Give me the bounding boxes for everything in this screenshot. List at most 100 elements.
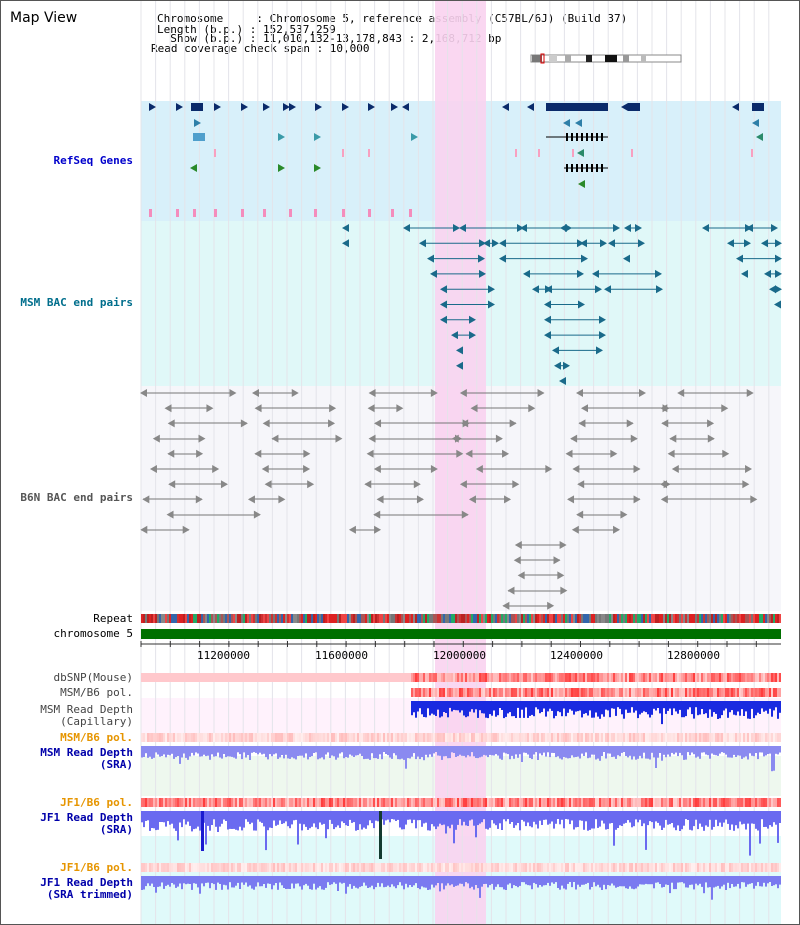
repeat-seg	[281, 614, 283, 623]
depth-bar	[779, 811, 781, 823]
depth-bar	[489, 746, 491, 755]
depth-bar	[659, 876, 661, 884]
heat-cell	[381, 863, 383, 872]
heat-cell	[453, 673, 455, 682]
depth-bar	[555, 746, 557, 758]
heat-cell	[719, 863, 721, 872]
heat-cell	[611, 673, 613, 682]
depth-bar	[195, 811, 197, 829]
heat-cell	[315, 863, 317, 872]
heat-cell	[677, 733, 679, 742]
repeat-seg	[761, 614, 763, 623]
depth-bar	[367, 811, 369, 826]
heat-cell	[429, 673, 431, 682]
heat-cell	[603, 798, 605, 807]
heat-cell	[195, 733, 197, 742]
heat-cell	[489, 673, 491, 682]
heat-cell	[621, 733, 623, 742]
heat-cell	[253, 798, 255, 807]
depth-bar	[331, 746, 333, 756]
depth-bar	[551, 811, 553, 822]
depth-bar	[667, 876, 669, 885]
heat-cell	[747, 688, 749, 697]
depth-bar	[407, 811, 409, 820]
heat-cell	[347, 733, 349, 742]
depth-bar	[583, 701, 585, 714]
depth-bar	[347, 746, 349, 758]
depth-bar	[555, 701, 557, 716]
heat-cell	[327, 798, 329, 807]
heat-cell	[707, 733, 709, 742]
heat-cell	[561, 798, 563, 807]
bac-end	[166, 510, 174, 519]
heat-cell	[577, 798, 579, 807]
depth-bar	[647, 701, 649, 715]
heat-cell	[531, 733, 533, 742]
depth-bar	[595, 746, 597, 760]
heat-cell	[665, 863, 667, 872]
depth-bar	[301, 746, 303, 756]
depth-bar	[635, 811, 637, 820]
depth-bar	[629, 746, 631, 756]
heat-cell	[413, 688, 415, 697]
depth-bar	[401, 811, 403, 830]
heat-cell	[269, 733, 271, 742]
heat-cell	[441, 798, 443, 807]
heat-cell	[571, 863, 573, 872]
depth-bar	[415, 746, 417, 760]
bac-end	[532, 285, 539, 294]
heat-cell	[485, 798, 487, 807]
depth-bar	[621, 876, 623, 887]
heat-cell	[509, 688, 511, 697]
heat-cell	[721, 688, 723, 697]
heat-cell	[549, 798, 551, 807]
depth-bar	[313, 811, 315, 824]
depth-bar	[291, 876, 293, 884]
depth-bar	[739, 701, 741, 716]
msm-depth-capillary-sublabel: (Capillary)	[60, 715, 133, 728]
heat-cell	[529, 798, 531, 807]
heat-cell	[551, 673, 553, 682]
bac-end	[140, 525, 148, 534]
heat-cell	[741, 733, 743, 742]
heat-cell	[681, 733, 683, 742]
repeat-seg	[567, 614, 569, 623]
depth-bar	[273, 746, 275, 755]
depth-bar	[523, 746, 525, 753]
heat-cell	[621, 673, 623, 682]
heat-cell	[775, 863, 777, 872]
bac-end	[578, 419, 586, 428]
depth-bar	[639, 701, 641, 715]
depth-bar	[407, 876, 409, 888]
depth-bar	[557, 746, 559, 757]
heat-cell	[567, 733, 569, 742]
heat-cell	[399, 733, 401, 742]
depth-bar	[219, 746, 221, 758]
depth-bar	[559, 746, 561, 759]
heat-cell	[339, 798, 341, 807]
snp-mark	[193, 209, 196, 217]
repeat-seg	[313, 614, 315, 623]
depth-bar	[525, 701, 527, 708]
depth-bar	[755, 876, 757, 886]
depth-bar	[779, 876, 781, 885]
repeat-seg	[419, 614, 421, 623]
heat-cell	[589, 688, 591, 697]
depth-bar	[259, 876, 261, 887]
heat-cell	[215, 798, 217, 807]
depth-bar	[397, 746, 399, 760]
depth-bar	[459, 701, 461, 713]
repeat-seg	[521, 614, 523, 623]
depth-bar	[247, 876, 249, 887]
repeat-seg	[351, 614, 353, 623]
depth-bar	[455, 876, 457, 886]
heat-cell	[537, 673, 539, 682]
depth-bar	[703, 876, 705, 894]
heat-cell	[577, 673, 579, 682]
heat-cell	[679, 688, 681, 697]
heat-cell	[615, 863, 617, 872]
depth-bar	[505, 746, 507, 754]
repeat-seg	[431, 614, 433, 623]
heat-cell	[357, 863, 359, 872]
